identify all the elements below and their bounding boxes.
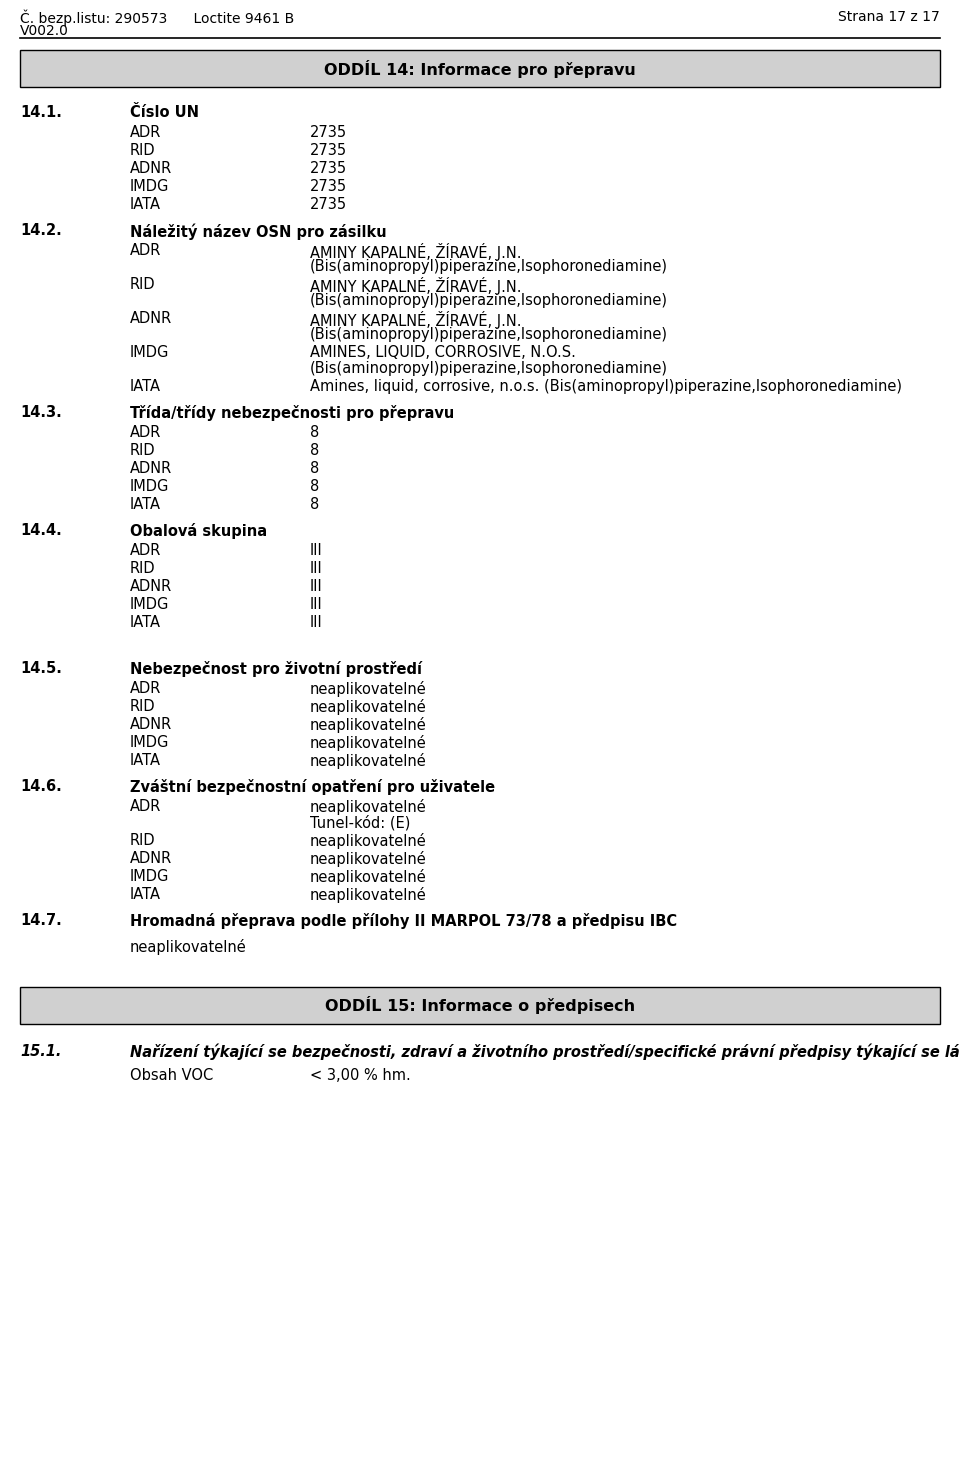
Text: 14.1.: 14.1. bbox=[20, 105, 61, 119]
Text: 2735: 2735 bbox=[310, 125, 348, 140]
Text: (Bis(aminopropyl)piperazine,Isophoronediamine): (Bis(aminopropyl)piperazine,Isophoronedi… bbox=[310, 361, 668, 376]
Text: neaplikovatelné: neaplikovatelné bbox=[310, 887, 427, 903]
Text: 14.7.: 14.7. bbox=[20, 914, 61, 928]
Text: Tunel-kód: (E): Tunel-kód: (E) bbox=[310, 814, 410, 830]
Text: 14.5.: 14.5. bbox=[20, 661, 61, 676]
Text: AMINY KAPALNÉ, ŽÍRAVÉ, J.N.: AMINY KAPALNÉ, ŽÍRAVÉ, J.N. bbox=[310, 277, 521, 294]
Text: ADNR: ADNR bbox=[130, 310, 172, 326]
Text: Obalová skupina: Obalová skupina bbox=[130, 523, 267, 539]
Text: IMDG: IMDG bbox=[130, 479, 169, 494]
Text: 15.1.: 15.1. bbox=[20, 1045, 61, 1059]
Text: III: III bbox=[310, 543, 323, 558]
Text: neaplikovatelné: neaplikovatelné bbox=[310, 717, 427, 733]
Text: ADNR: ADNR bbox=[130, 717, 172, 731]
Text: neaplikovatelné: neaplikovatelné bbox=[310, 851, 427, 867]
Text: ADNR: ADNR bbox=[130, 851, 172, 865]
Text: IMDG: IMDG bbox=[130, 597, 169, 612]
Text: 8: 8 bbox=[310, 497, 320, 511]
Text: ADR: ADR bbox=[130, 680, 161, 696]
Text: RID: RID bbox=[130, 561, 156, 576]
Text: III: III bbox=[310, 597, 323, 612]
Text: (Bis(aminopropyl)piperazine,Isophoronediamine): (Bis(aminopropyl)piperazine,Isophoronedi… bbox=[310, 326, 668, 342]
Text: ADR: ADR bbox=[130, 243, 161, 258]
Text: Číslo UN: Číslo UN bbox=[130, 105, 199, 119]
Text: 2735: 2735 bbox=[310, 179, 348, 194]
Text: ADR: ADR bbox=[130, 125, 161, 140]
Text: 2735: 2735 bbox=[310, 162, 348, 176]
Text: RID: RID bbox=[130, 277, 156, 291]
Text: ADR: ADR bbox=[130, 798, 161, 814]
Text: < 3,00 % hm.: < 3,00 % hm. bbox=[310, 1068, 411, 1083]
Text: RID: RID bbox=[130, 833, 156, 848]
Text: 2735: 2735 bbox=[310, 143, 348, 157]
Text: neaplikovatelné: neaplikovatelné bbox=[130, 938, 247, 954]
Text: IATA: IATA bbox=[130, 497, 161, 511]
Text: neaplikovatelné: neaplikovatelné bbox=[310, 734, 427, 750]
Text: neaplikovatelné: neaplikovatelné bbox=[310, 753, 427, 769]
Text: IATA: IATA bbox=[130, 615, 161, 629]
Text: IATA: IATA bbox=[130, 379, 161, 393]
Text: neaplikovatelné: neaplikovatelné bbox=[310, 868, 427, 884]
Text: 14.2.: 14.2. bbox=[20, 223, 61, 237]
Text: neaplikovatelné: neaplikovatelné bbox=[310, 798, 427, 814]
Text: IMDG: IMDG bbox=[130, 734, 169, 750]
Text: (Bis(aminopropyl)piperazine,Isophoronediamine): (Bis(aminopropyl)piperazine,Isophoronedi… bbox=[310, 293, 668, 307]
Text: Strana 17 z 17: Strana 17 z 17 bbox=[838, 10, 940, 23]
Text: neaplikovatelné: neaplikovatelné bbox=[310, 699, 427, 715]
Text: Náležitý název OSN pro zásilku: Náležitý název OSN pro zásilku bbox=[130, 223, 387, 239]
Text: 8: 8 bbox=[310, 425, 320, 440]
Text: ADR: ADR bbox=[130, 543, 161, 558]
Text: AMINES, LIQUID, CORROSIVE, N.O.S.: AMINES, LIQUID, CORROSIVE, N.O.S. bbox=[310, 345, 576, 360]
Text: V002.0: V002.0 bbox=[20, 23, 69, 38]
Text: RID: RID bbox=[130, 443, 156, 457]
Text: AMINY KAPALNÉ, ŽÍRAVÉ, J.N.: AMINY KAPALNÉ, ŽÍRAVÉ, J.N. bbox=[310, 243, 521, 261]
Text: IATA: IATA bbox=[130, 753, 161, 768]
Text: Třída/třídy nebezpečnosti pro přepravu: Třída/třídy nebezpečnosti pro přepravu bbox=[130, 405, 454, 421]
Text: 8: 8 bbox=[310, 479, 320, 494]
Text: III: III bbox=[310, 578, 323, 594]
Text: neaplikovatelné: neaplikovatelné bbox=[310, 680, 427, 696]
Text: IMDG: IMDG bbox=[130, 345, 169, 360]
Text: Zváštní bezpečnostní opatření pro uživatele: Zváštní bezpečnostní opatření pro uživat… bbox=[130, 779, 495, 796]
Text: RID: RID bbox=[130, 143, 156, 157]
Text: (Bis(aminopropyl)piperazine,Isophoronediamine): (Bis(aminopropyl)piperazine,Isophoronedi… bbox=[310, 259, 668, 274]
Text: 8: 8 bbox=[310, 460, 320, 476]
Bar bbox=[20, 50, 940, 87]
Text: Obsah VOC: Obsah VOC bbox=[130, 1068, 213, 1083]
Text: IATA: IATA bbox=[130, 887, 161, 902]
Text: Hromadná přeprava podle přílohy II MARPOL 73/78 a předpisu IBC: Hromadná přeprava podle přílohy II MARPO… bbox=[130, 914, 677, 930]
Text: neaplikovatelné: neaplikovatelné bbox=[310, 833, 427, 849]
Text: IMDG: IMDG bbox=[130, 868, 169, 884]
Text: Amines, liquid, corrosive, n.o.s. (Bis(aminopropyl)piperazine,Isophoronediamine): Amines, liquid, corrosive, n.o.s. (Bis(a… bbox=[310, 379, 902, 393]
Text: III: III bbox=[310, 615, 323, 629]
Text: ODDÍL 14: Informace pro přepravu: ODDÍL 14: Informace pro přepravu bbox=[324, 60, 636, 77]
Bar bbox=[20, 986, 940, 1024]
Text: ADNR: ADNR bbox=[130, 162, 172, 176]
Text: 14.4.: 14.4. bbox=[20, 523, 61, 538]
Text: ADNR: ADNR bbox=[130, 460, 172, 476]
Text: ADR: ADR bbox=[130, 425, 161, 440]
Text: III: III bbox=[310, 561, 323, 576]
Text: 14.6.: 14.6. bbox=[20, 779, 61, 794]
Text: 8: 8 bbox=[310, 443, 320, 457]
Text: AMINY KAPALNÉ, ŽÍRAVÉ, J.N.: AMINY KAPALNÉ, ŽÍRAVÉ, J.N. bbox=[310, 310, 521, 329]
Text: Nařízení týkající se bezpečnosti, zdraví a životního prostředí/specifické právní: Nařízení týkající se bezpečnosti, zdraví… bbox=[130, 1045, 960, 1061]
Text: ODDÍL 15: Informace o předpisech: ODDÍL 15: Informace o předpisech bbox=[324, 997, 636, 1014]
Text: 2735: 2735 bbox=[310, 197, 348, 213]
Text: RID: RID bbox=[130, 699, 156, 714]
Text: Č. bezp.listu: 290573      Loctite 9461 B: Č. bezp.listu: 290573 Loctite 9461 B bbox=[20, 10, 295, 26]
Text: IMDG: IMDG bbox=[130, 179, 169, 194]
Text: ADNR: ADNR bbox=[130, 578, 172, 594]
Text: 14.3.: 14.3. bbox=[20, 405, 61, 420]
Text: Nebezpečnost pro životní prostředí: Nebezpečnost pro životní prostředí bbox=[130, 661, 422, 678]
Text: IATA: IATA bbox=[130, 197, 161, 213]
